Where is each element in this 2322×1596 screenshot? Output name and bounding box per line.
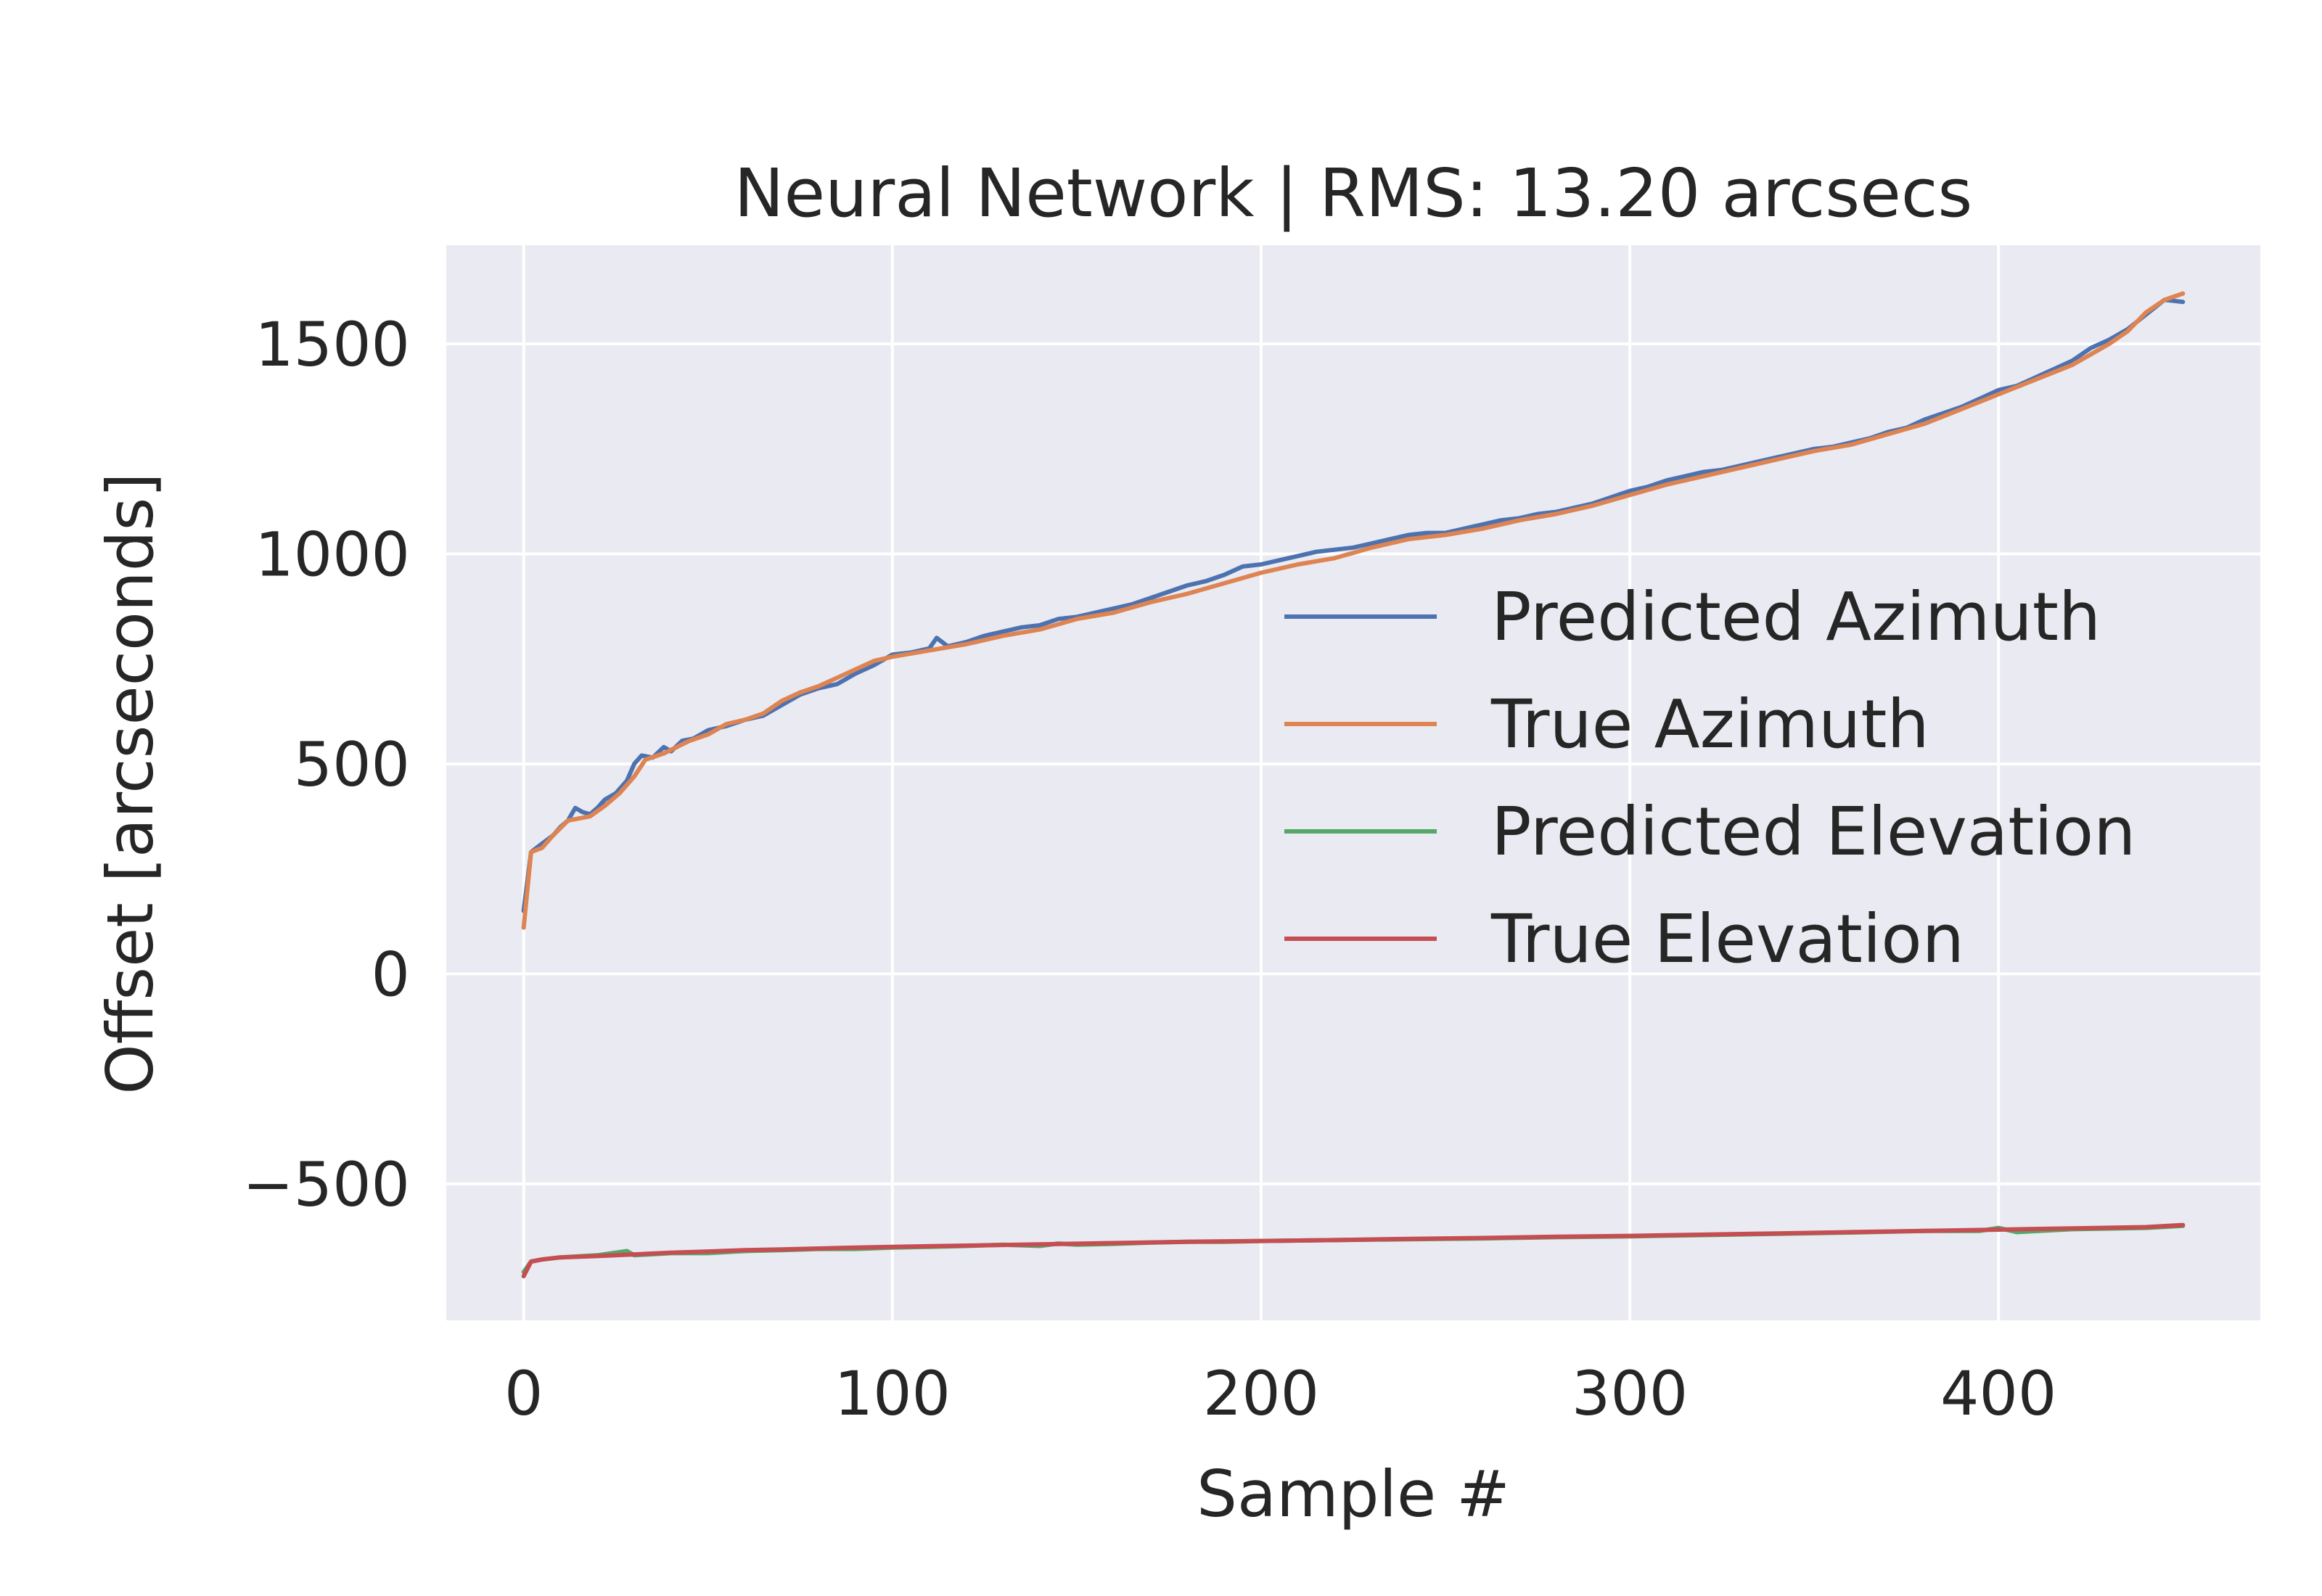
legend-label: True Elevation [1490,900,1964,978]
y-tick-label: 500 [294,729,410,800]
plot-background [446,245,2260,1320]
x-tick-label: 300 [1572,1358,1688,1429]
x-tick-label: 200 [1203,1358,1319,1429]
y-tick-label: 1000 [255,519,410,590]
series-line [521,291,2186,930]
legend-label: True Azimuth [1490,686,1929,763]
y-tick-labels: −500 0 500 1000 1500 [242,309,410,1220]
x-tick-label: 400 [1940,1358,2056,1429]
y-axis-label: Offset [arcseconds] [93,472,168,1094]
series-line [521,1222,2186,1279]
legend-label: Predicted Azimuth [1491,578,2101,656]
x-tick-label: 100 [834,1358,951,1429]
chart-title: Neural Network | RMS: 13.20 arcsecs [734,155,1973,232]
x-axis-label: Sample # [1197,1457,1510,1531]
series-lines [521,291,2186,1279]
y-tick-label: −500 [242,1149,410,1220]
y-tick-label: 0 [372,939,410,1010]
x-tick-labels: 0 100 200 300 400 [504,1358,2056,1429]
x-tick-label: 0 [504,1358,543,1429]
legend-label: Predicted Elevation [1491,793,2136,871]
y-tick-label: 1500 [255,309,410,380]
legend: Predicted Azimuth True Azimuth Predicted E… [1284,578,2136,978]
